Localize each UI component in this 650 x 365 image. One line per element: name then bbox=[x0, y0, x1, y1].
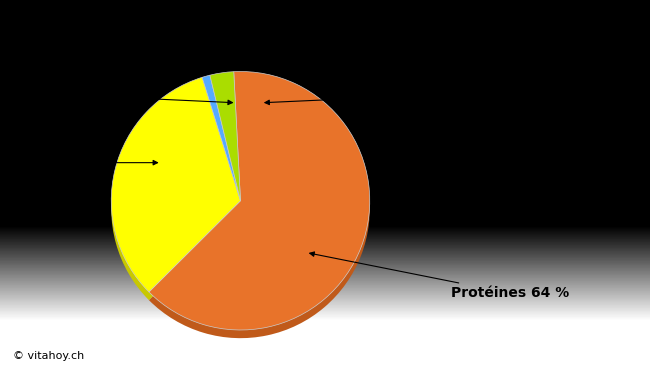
Text: Glucides 3 %: Glucides 3 % bbox=[265, 85, 551, 105]
Wedge shape bbox=[111, 77, 240, 292]
Wedge shape bbox=[210, 72, 240, 201]
Text: Fibres 1 %: Fibres 1 % bbox=[0, 85, 233, 105]
Wedge shape bbox=[202, 75, 240, 201]
Wedge shape bbox=[202, 83, 240, 209]
Wedge shape bbox=[210, 80, 240, 209]
Text: Lipides 33 %: Lipides 33 % bbox=[0, 155, 157, 170]
Wedge shape bbox=[149, 72, 370, 330]
Text: © vitahoy.ch: © vitahoy.ch bbox=[13, 351, 84, 361]
Text: Protéines 64 %: Protéines 64 % bbox=[310, 252, 569, 300]
Wedge shape bbox=[149, 80, 370, 338]
Text: Distribution de calories: M-Sélection Entrecôte (Migros): Distribution de calories: M-Sélection En… bbox=[13, 11, 579, 30]
Wedge shape bbox=[111, 85, 240, 300]
